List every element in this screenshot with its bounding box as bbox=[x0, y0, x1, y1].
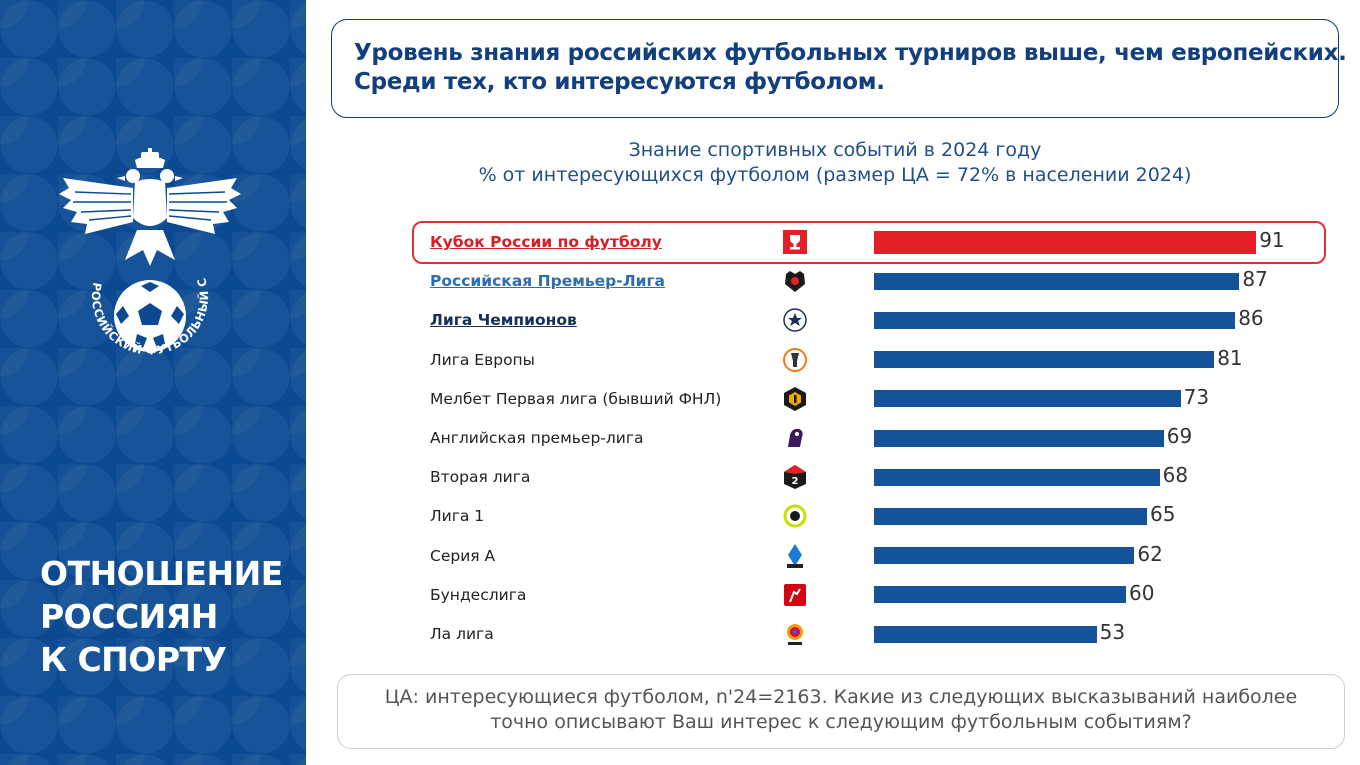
category-label: Лига Европы bbox=[430, 350, 535, 369]
data-label: 53 bbox=[1099, 620, 1126, 644]
second-league-icon: 2 bbox=[782, 464, 808, 490]
footnote-line: точно описывают Ваш интерес к следующим … bbox=[490, 711, 1192, 733]
champions-league-icon bbox=[782, 307, 808, 333]
data-label: 62 bbox=[1137, 541, 1163, 566]
bar bbox=[874, 625, 1097, 643]
section-title-line: РОССИЯН bbox=[40, 597, 218, 636]
category-label: Мелбет Первая лига (бывший ФНЛ) bbox=[430, 389, 722, 408]
category-label: Серия А bbox=[430, 546, 496, 565]
first-league-icon bbox=[782, 386, 808, 412]
svg-text:2: 2 bbox=[792, 476, 799, 487]
rfs-emblem-logo: РОССИЙСКИЙ ФУТБОЛЬНЫЙ СОЮЗ bbox=[55, 148, 241, 358]
laliga-icon bbox=[782, 621, 808, 647]
chart-subtitle: % от интересующихся футболом (размер ЦА … bbox=[478, 164, 1192, 186]
footnote-box: ЦА: интересующиеся футболом, n'24=2163. … bbox=[337, 674, 1345, 749]
europa-league-icon bbox=[782, 347, 808, 373]
category-label[interactable]: Российская Премьер-Лига bbox=[430, 272, 666, 291]
headline-line: Уровень знания российских футбольных тур… bbox=[354, 40, 1347, 66]
data-label: 65 bbox=[1150, 502, 1176, 527]
bar bbox=[874, 351, 1215, 369]
cup-icon bbox=[782, 229, 808, 255]
sidebar: РОССИЙСКИЙ ФУТБОЛЬНЫЙ СОЮЗ ОТНОШЕНИЕ РОС… bbox=[0, 0, 306, 765]
highlight-frame bbox=[412, 221, 1326, 264]
bar bbox=[874, 468, 1160, 486]
bar bbox=[874, 311, 1236, 329]
section-title-line: К СПОРТУ bbox=[40, 640, 227, 679]
serie-a-icon bbox=[782, 543, 808, 569]
category-label: Лига 1 bbox=[430, 507, 485, 526]
data-label: 69 bbox=[1166, 424, 1193, 448]
category-label[interactable]: Кубок России по футболу bbox=[430, 233, 662, 251]
data-label: 86 bbox=[1238, 306, 1264, 331]
bar bbox=[874, 230, 1257, 254]
data-label: 91 bbox=[1259, 228, 1285, 252]
data-label: 68 bbox=[1162, 463, 1189, 488]
headline-box: Уровень знания российских футбольных тур… bbox=[331, 19, 1347, 118]
headline-line: Среди тех, кто интересуются футболом. bbox=[354, 69, 885, 95]
data-label: 87 bbox=[1242, 267, 1268, 292]
section-title: ОТНОШЕНИЕ РОССИЯН К СПОРТУ bbox=[40, 552, 290, 681]
footnote-line: ЦА: интересующиеся футболом, n'24=2163. … bbox=[384, 686, 1298, 708]
bar bbox=[874, 272, 1240, 290]
rpl-bear-icon bbox=[782, 268, 808, 294]
bar bbox=[874, 429, 1164, 447]
section-title-line: ОТНОШЕНИЕ bbox=[40, 554, 283, 593]
data-label: 73 bbox=[1183, 384, 1210, 409]
data-label: 81 bbox=[1217, 345, 1243, 370]
bar bbox=[874, 586, 1126, 604]
category-label: Бундеслига bbox=[430, 585, 527, 604]
data-label: 60 bbox=[1129, 580, 1155, 605]
chart-title: Знание спортивных событий в 2024 году % … bbox=[331, 138, 1339, 188]
premier-league-lion-icon bbox=[782, 425, 808, 451]
ligue1-icon bbox=[782, 503, 808, 529]
bar bbox=[874, 547, 1135, 565]
chart-title-main: Знание спортивных событий в 2024 году bbox=[628, 139, 1042, 161]
category-label: Ла лига bbox=[430, 625, 494, 643]
bundesliga-icon bbox=[782, 582, 808, 608]
bar bbox=[874, 507, 1147, 525]
bar bbox=[874, 390, 1181, 408]
category-label[interactable]: Лига Чемпионов bbox=[430, 311, 577, 330]
category-label: Вторая лига bbox=[430, 468, 531, 487]
category-label: Английская премьер-лига bbox=[430, 429, 644, 447]
